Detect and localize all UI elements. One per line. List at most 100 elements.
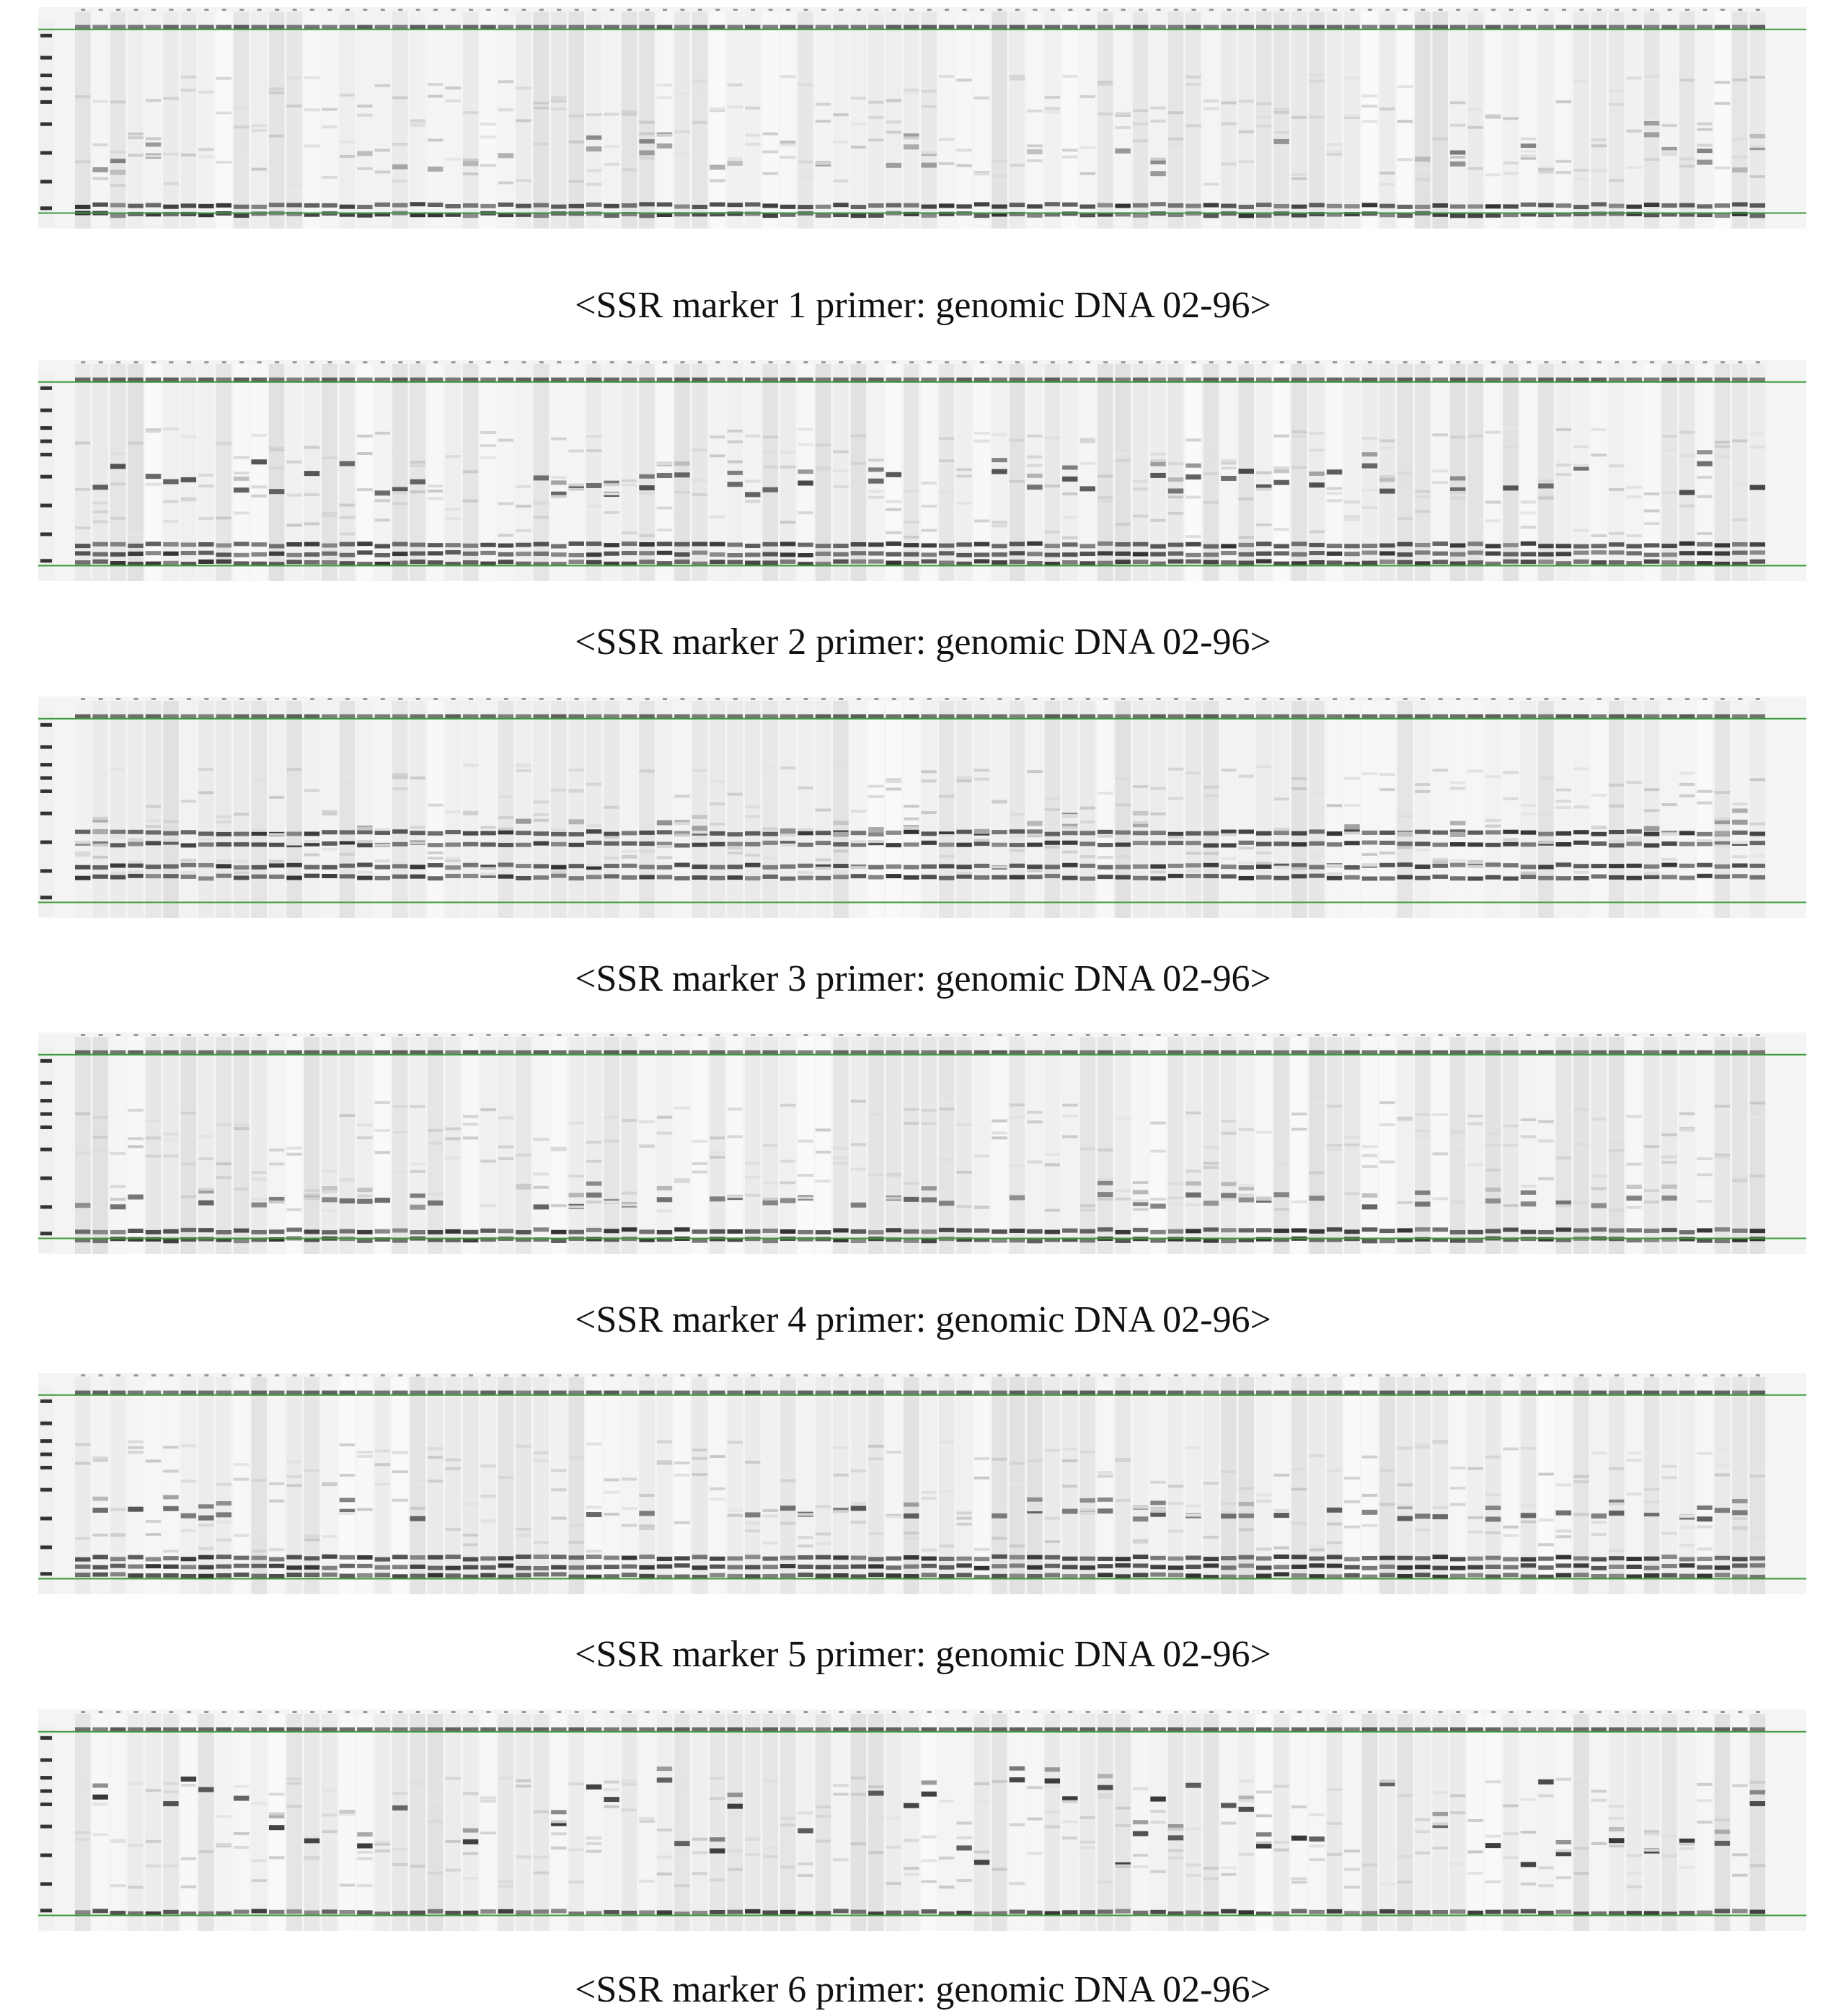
faint-band [234, 1534, 249, 1537]
allele-band [1415, 1201, 1431, 1207]
lane [480, 1714, 496, 1931]
band [410, 560, 425, 565]
faint-band [1132, 1181, 1149, 1185]
band [128, 1237, 143, 1242]
lane-label [239, 1374, 244, 1376]
faint-band [551, 495, 567, 498]
faint-band [551, 1204, 567, 1208]
lane [1309, 12, 1325, 229]
faint-band [1097, 80, 1113, 84]
marker-band [1697, 714, 1713, 720]
faint-band [656, 462, 673, 466]
band [1326, 203, 1343, 208]
faint-band [1027, 464, 1043, 467]
faint-band [568, 1175, 584, 1178]
faint-band [1361, 1455, 1378, 1459]
lane [1044, 12, 1061, 229]
lane-label [521, 1711, 526, 1713]
ladder-band [40, 1205, 52, 1209]
lane [1309, 1377, 1325, 1594]
lane [850, 1377, 867, 1594]
faint-band [1467, 1163, 1483, 1167]
band [1749, 831, 1765, 836]
allele-band [1097, 1497, 1113, 1502]
faint-band [833, 1446, 849, 1450]
lane-label [1597, 1374, 1602, 1376]
lane-label [1191, 1034, 1196, 1036]
lane-label [715, 1374, 720, 1376]
band [1432, 1555, 1448, 1560]
lane [339, 1037, 355, 1254]
band [128, 1911, 143, 1916]
marker-band [1732, 25, 1748, 30]
band [1397, 875, 1413, 880]
faint-band [710, 454, 725, 458]
faint-band [745, 1460, 761, 1464]
band [1238, 875, 1255, 880]
marker-band [727, 1390, 743, 1396]
band [1679, 875, 1695, 880]
band [374, 1229, 391, 1234]
marker-band [1185, 1390, 1201, 1396]
band [1062, 542, 1078, 547]
allele-band [498, 153, 514, 159]
allele-band [727, 160, 743, 166]
faint-band [551, 437, 567, 441]
band [886, 541, 902, 546]
lane-label [239, 9, 244, 11]
lane [1344, 1377, 1360, 1594]
lane-label [768, 1711, 773, 1713]
lane [868, 701, 884, 918]
faint-band [533, 102, 549, 105]
faint-band [410, 841, 425, 844]
caption: <SSR marker 3 primer: genomic DNA 02-96> [575, 958, 1271, 999]
faint-band [198, 791, 214, 795]
lane-label [239, 1711, 244, 1713]
marker-band [938, 1390, 955, 1396]
faint-band [480, 431, 496, 435]
lane-label [663, 1711, 668, 1713]
faint-band [868, 115, 884, 119]
band [357, 562, 373, 567]
marker-band [604, 714, 619, 720]
band [322, 1565, 337, 1570]
band [568, 1229, 584, 1234]
faint-band [251, 854, 267, 857]
marker-band [1626, 25, 1642, 30]
faint-band [1361, 488, 1378, 492]
lane [1432, 1037, 1448, 1254]
band [656, 202, 673, 207]
allele-band [1079, 1498, 1095, 1503]
allele-band [904, 1196, 919, 1202]
band [516, 831, 531, 836]
allele-band [268, 1813, 285, 1818]
lane-label [503, 1034, 508, 1036]
lane-label [398, 1374, 403, 1376]
lane [1009, 1377, 1025, 1594]
band [180, 551, 197, 556]
band [1379, 1229, 1395, 1234]
marker-band [674, 1050, 690, 1056]
lane-label [997, 361, 1002, 363]
faint-band [1520, 1135, 1537, 1139]
faint-band [1379, 172, 1395, 175]
faint-band [815, 866, 831, 870]
marker-band [357, 714, 373, 720]
marker-band [1185, 377, 1201, 383]
lane-label [1367, 1374, 1372, 1376]
faint-band [251, 128, 267, 132]
faint-band [251, 777, 267, 781]
faint-band [498, 181, 514, 185]
lane [480, 1037, 496, 1254]
lane [427, 701, 443, 918]
allele-band [322, 1186, 337, 1191]
band [1449, 876, 1466, 881]
band [621, 541, 637, 547]
faint-band [339, 852, 355, 856]
lane [1062, 701, 1078, 918]
allele-band [1697, 461, 1713, 467]
allele-band [304, 1194, 320, 1200]
allele-band [339, 1508, 355, 1514]
band [427, 1555, 443, 1560]
band [445, 1573, 461, 1578]
